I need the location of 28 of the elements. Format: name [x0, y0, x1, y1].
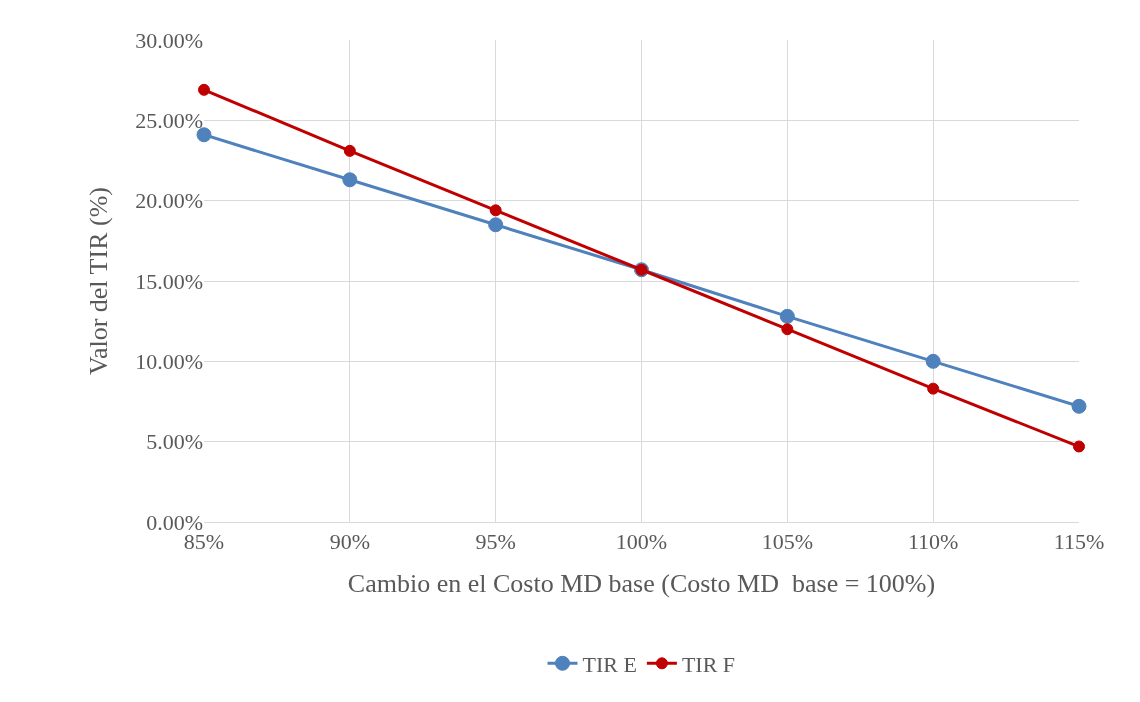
x-tick-label: 115%: [1053, 529, 1105, 555]
point: [779, 308, 795, 324]
y-tick-label: 30.00%: [135, 27, 203, 53]
point: [1073, 440, 1085, 453]
y-tick-label: 20.00%: [135, 188, 203, 214]
x-tick-label: 90%: [329, 529, 370, 555]
x-tick-label: 110%: [907, 529, 959, 555]
legend-label: TIR E: [582, 651, 637, 677]
x-tick-label: 100%: [615, 529, 668, 555]
y-tick-label: 10.00%: [135, 349, 203, 375]
y-tick-label: 15.00%: [135, 268, 203, 294]
y-tick-label: 5.00%: [146, 429, 203, 455]
x-tick-label: 95%: [475, 529, 516, 555]
y-axis-title: Valor del TIR (%): [83, 187, 113, 375]
x-tick-label: 105%: [761, 529, 813, 555]
point: [488, 217, 504, 233]
point: [927, 382, 940, 395]
point: [489, 204, 502, 217]
point: [343, 144, 356, 157]
x-axis-title: Cambio en el Costo MD base (Costo MD base = 100%): [347, 569, 936, 599]
legend-label: TIR F: [681, 651, 736, 677]
point: [781, 323, 794, 336]
y-tick-label: 25.00%: [135, 108, 203, 134]
point: [925, 353, 941, 369]
point: [198, 83, 210, 96]
point: [1071, 398, 1087, 414]
point: [342, 172, 358, 188]
point: [196, 127, 212, 143]
